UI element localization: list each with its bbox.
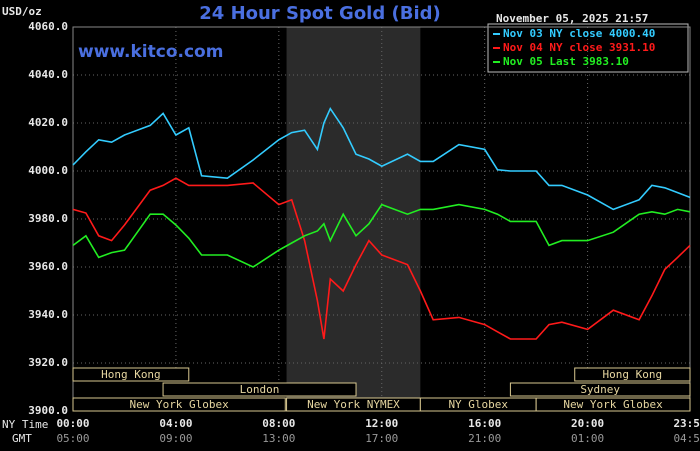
x2-tick-label: 05:00 bbox=[56, 432, 89, 445]
legend-label: Nov 04 NY close 3931.10 bbox=[503, 41, 655, 54]
x2-tick-label: 01:00 bbox=[571, 432, 604, 445]
y-tick-label: 3940.0 bbox=[28, 308, 68, 321]
chart-title: 24 Hour Spot Gold (Bid) bbox=[199, 3, 440, 24]
series-line bbox=[72, 203, 691, 268]
x-tick-label: 12:00 bbox=[365, 417, 398, 430]
x-tick-label: 23:59 bbox=[673, 417, 700, 430]
y-tick-label: 4020.0 bbox=[28, 116, 68, 129]
x2-tick-label: 21:00 bbox=[468, 432, 501, 445]
x2-tick-label: 17:00 bbox=[365, 432, 398, 445]
y-tick-label: 3920.0 bbox=[28, 356, 68, 369]
x-tick-label: 04:00 bbox=[159, 417, 192, 430]
timestamp: November 05, 2025 21:57 bbox=[496, 12, 648, 25]
legend-label: Nov 05 Last 3983.10 bbox=[503, 55, 629, 68]
x2-tick-label: 04:59 bbox=[673, 432, 700, 445]
session-bar bbox=[72, 397, 286, 412]
y-unit: USD/oz bbox=[2, 5, 42, 18]
x2-tick-label: 09:00 bbox=[159, 432, 192, 445]
x-tick-label: 20:00 bbox=[571, 417, 604, 430]
x-tick-label: 00:00 bbox=[56, 417, 89, 430]
session-bar bbox=[509, 382, 691, 397]
series-line bbox=[72, 106, 691, 211]
session-label: New York Globex bbox=[129, 398, 229, 411]
x-tick-label: 16:00 bbox=[468, 417, 501, 430]
session-label: Sydney bbox=[580, 383, 620, 396]
series-line bbox=[72, 177, 691, 340]
y-tick-label: 3980.0 bbox=[28, 212, 68, 225]
session-label: Hong Kong bbox=[603, 368, 663, 381]
y-tick-label: 4060.0 bbox=[28, 20, 68, 33]
x2-axis-label: GMT bbox=[12, 432, 32, 445]
session-label: New York NYMEX bbox=[307, 398, 400, 411]
session-bar bbox=[535, 397, 691, 412]
session-bar bbox=[574, 367, 691, 382]
session-label: New York Globex bbox=[563, 398, 663, 411]
x2-tick-label: 13:00 bbox=[262, 432, 295, 445]
x-axis-label: NY Time bbox=[2, 418, 48, 431]
session-label: NY Globex bbox=[448, 398, 508, 411]
y-tick-label: 4040.0 bbox=[28, 68, 68, 81]
session-label: Hong Kong bbox=[101, 368, 161, 381]
session-label: London bbox=[240, 383, 280, 396]
y-tick-label: 3960.0 bbox=[28, 260, 68, 273]
legend-label: Nov 03 NY close 4000.40 bbox=[503, 27, 655, 40]
watermark: www.kitco.com bbox=[78, 42, 223, 62]
y-tick-label: 3900.0 bbox=[28, 404, 68, 417]
session-bar bbox=[72, 367, 190, 382]
y-tick-label: 4000.0 bbox=[28, 164, 68, 177]
x-tick-label: 08:00 bbox=[262, 417, 295, 430]
session-bar bbox=[162, 382, 357, 397]
